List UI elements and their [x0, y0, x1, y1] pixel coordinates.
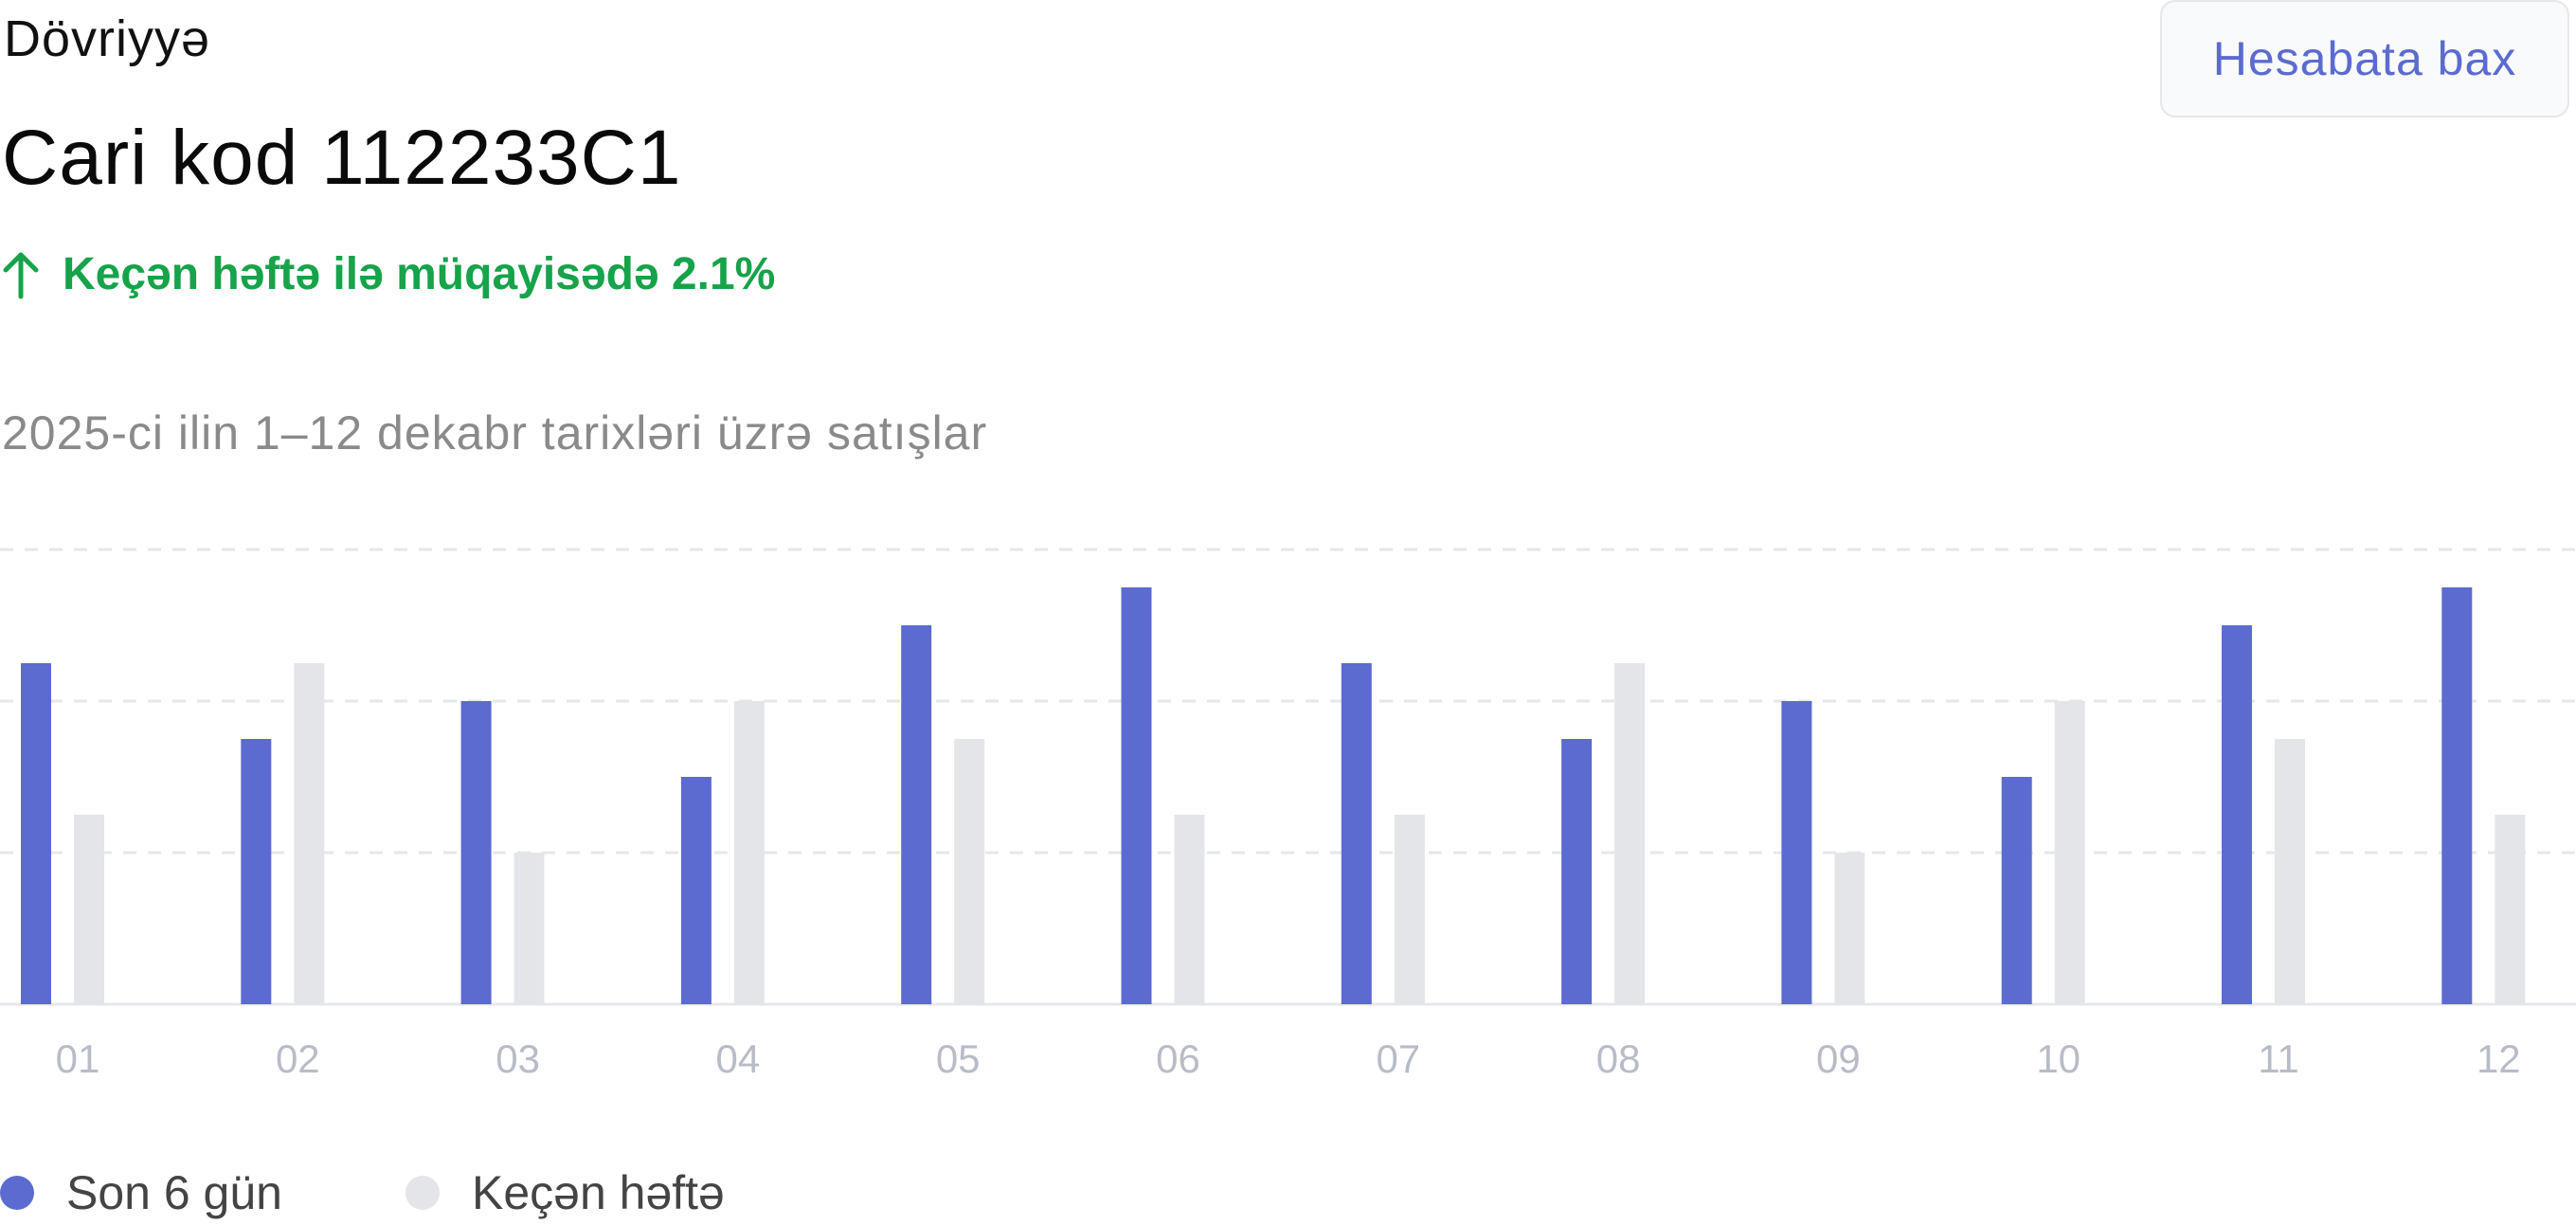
- bar-current-04[interactable]: [680, 777, 712, 1004]
- legend-label-current: Son 6 gün: [66, 1166, 282, 1219]
- page-title: Cari kod 112233C1: [2, 115, 682, 201]
- bar-current-09[interactable]: [1781, 701, 1812, 1004]
- x-tick-label: 09: [1816, 1036, 1861, 1081]
- legend-dot-current: [0, 1176, 34, 1210]
- bar-current-01[interactable]: [21, 663, 51, 1004]
- bar-previous-11[interactable]: [2275, 739, 2305, 1004]
- bar-previous-03[interactable]: [513, 853, 545, 1004]
- bar-current-10[interactable]: [2001, 777, 2032, 1004]
- bar-current-02[interactable]: [241, 739, 272, 1004]
- x-tick-label: 08: [1596, 1036, 1641, 1081]
- bar-previous-01[interactable]: [74, 815, 104, 1004]
- bar-current-03[interactable]: [460, 701, 492, 1004]
- chart-description: 2025-ci ilin 1–12 dekabr tarixləri üzrə …: [2, 406, 988, 459]
- bar-previous-02[interactable]: [294, 663, 325, 1004]
- x-tick-label: 02: [276, 1036, 320, 1081]
- x-tick-label: 05: [936, 1036, 981, 1081]
- x-tick-label: 06: [1156, 1036, 1200, 1081]
- trend-indicator: Keçən həftə ilə müqayisədə 2.1%: [0, 248, 775, 300]
- bar-previous-09[interactable]: [1834, 853, 1865, 1004]
- x-tick-label: 03: [495, 1036, 540, 1081]
- bar-previous-10[interactable]: [2054, 701, 2085, 1004]
- x-tick-label: 07: [1376, 1036, 1420, 1081]
- bar-current-08[interactable]: [1561, 739, 1593, 1004]
- arrow-up-icon: [3, 252, 39, 298]
- bar-current-11[interactable]: [2222, 625, 2252, 1004]
- bar-current-05[interactable]: [901, 625, 932, 1004]
- view-report-button[interactable]: Hesabata bax: [2160, 0, 2569, 117]
- x-tick-label: 04: [716, 1036, 761, 1081]
- legend-item-previous: Keçən həftə: [405, 1165, 725, 1220]
- x-tick-label: 10: [2036, 1036, 2081, 1081]
- sales-bar-chart: 01 02 03 04 05 06 07 08 09 10 11 12: [0, 548, 2576, 1081]
- x-tick-label: 01: [56, 1036, 100, 1081]
- bar-previous-04[interactable]: [733, 701, 765, 1004]
- chart-legend: Son 6 gün Keçən həftə: [0, 1165, 848, 1220]
- legend-label-previous: Keçən həftə: [471, 1166, 725, 1219]
- bar-current-12[interactable]: [2441, 587, 2473, 1004]
- bar-previous-08[interactable]: [1614, 663, 1646, 1004]
- bar-previous-07[interactable]: [1394, 815, 1425, 1004]
- bar-current-07[interactable]: [1341, 663, 1372, 1004]
- bar-previous-05[interactable]: [954, 739, 985, 1004]
- legend-dot-previous: [405, 1176, 440, 1210]
- bar-current-06[interactable]: [1121, 587, 1152, 1004]
- x-tick-label: 11: [2258, 1036, 2299, 1081]
- card-label: Dövriyyə: [4, 10, 211, 67]
- bar-previous-06[interactable]: [1174, 815, 1205, 1004]
- bar-previous-12[interactable]: [2495, 815, 2526, 1004]
- x-tick-label: 12: [2477, 1036, 2521, 1081]
- trend-text: Keçən həftə ilə müqayisədə 2.1%: [63, 249, 776, 299]
- legend-item-current: Son 6 gün: [0, 1165, 282, 1220]
